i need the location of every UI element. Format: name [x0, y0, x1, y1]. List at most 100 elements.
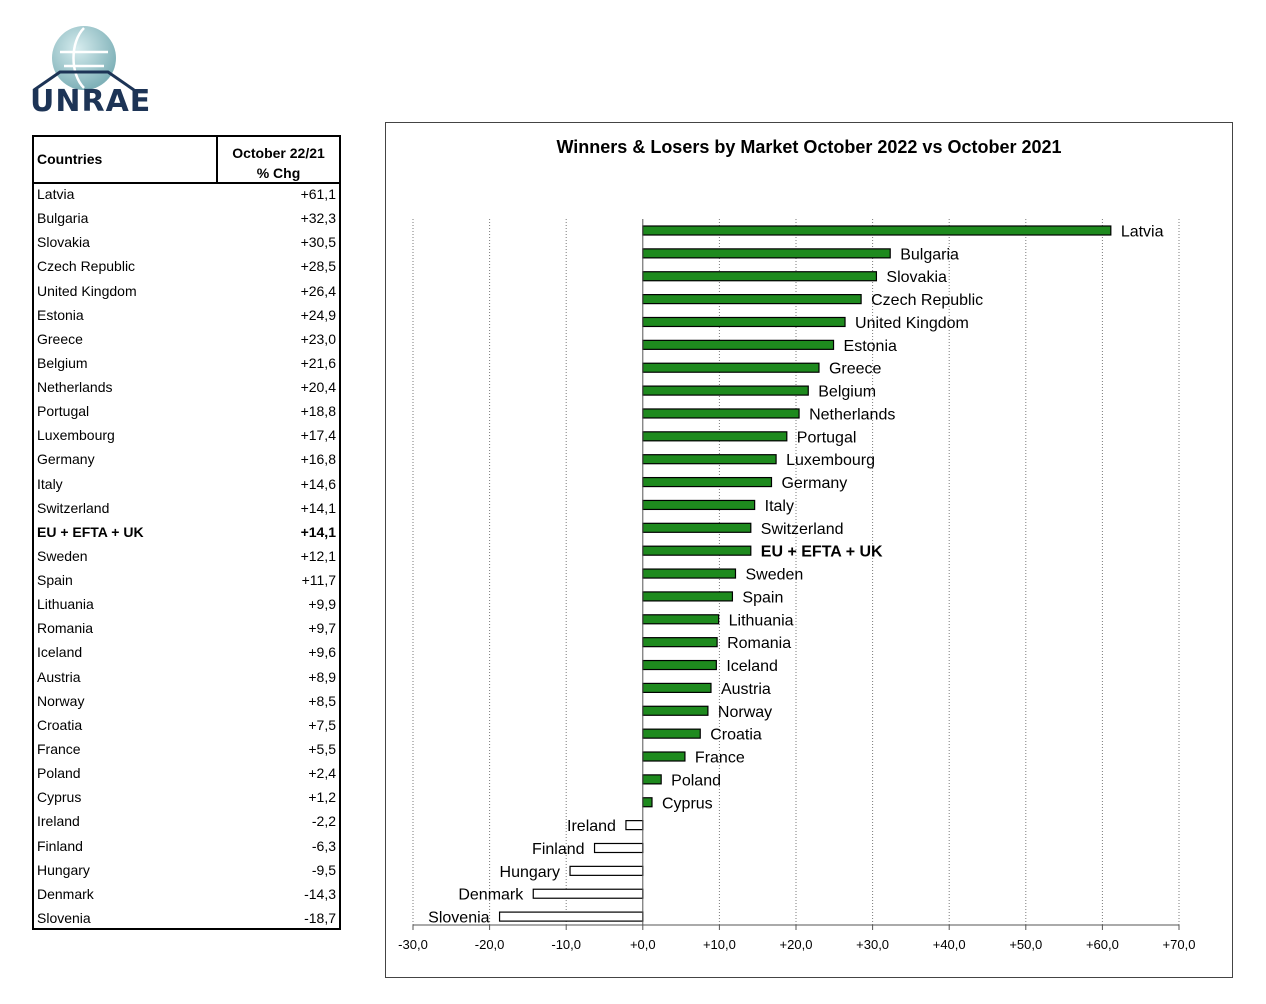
bar-label: United Kingdom: [855, 315, 969, 332]
bar: [642, 408, 800, 419]
bar: [642, 728, 701, 739]
bar-label: EU + EFTA + UK: [761, 544, 883, 561]
bar: [642, 774, 662, 785]
table-cell-change: +9,9: [308, 596, 336, 613]
table-row: Czech Republic +28,5: [34, 254, 339, 278]
table-cell-change: +1,2: [308, 789, 336, 806]
bar-label: Norway: [718, 704, 772, 721]
table-row: Netherlands +20,4: [34, 375, 339, 399]
table-row: Cyprus +1,2: [34, 785, 339, 809]
bar-label: Finland: [532, 841, 584, 858]
x-tick-label: +0,0: [630, 937, 656, 952]
bar: [642, 614, 720, 625]
table-cell-country: Iceland: [37, 644, 83, 661]
table-row: Slovakia +30,5: [34, 230, 339, 254]
x-tick-label: +20,0: [780, 937, 813, 952]
bar: [642, 454, 777, 465]
table-cell-country: Estonia: [37, 306, 84, 323]
bar: [642, 797, 653, 808]
bar-label: Greece: [829, 361, 882, 378]
table-row: Bulgaria +32,3: [34, 206, 339, 230]
bar: [642, 682, 712, 694]
table-cell-change: +12,1: [300, 547, 336, 564]
table-cell-country: EU + EFTA + UK: [37, 523, 144, 540]
bar: [642, 568, 737, 579]
table-cell-country: Latvia: [37, 186, 75, 202]
table-row: Slovenia -18,7: [34, 906, 339, 930]
table-cell-country: Slovenia: [37, 909, 91, 926]
bar-label: Belgium: [818, 384, 876, 401]
table-cell-country: Spain: [37, 572, 73, 589]
table-cell-country: Germany: [37, 451, 95, 468]
bar-label: Ireland: [567, 818, 616, 835]
x-tick-label: +30,0: [856, 937, 889, 952]
x-tick-label: -30,0: [398, 937, 428, 952]
bar-label: Spain: [742, 589, 783, 606]
bar: [625, 820, 644, 831]
bar-label: Lithuania: [729, 612, 794, 629]
table-cell-country: Austria: [37, 668, 81, 685]
table-row: Denmark -14,3: [34, 882, 339, 906]
column-header-change-line2: % Chg: [256, 165, 301, 181]
table-cell-change: +24,9: [300, 306, 336, 323]
x-tick-label: -10,0: [551, 937, 581, 952]
table-cell-change: +7,5: [308, 716, 336, 733]
table-row: Poland +2,4: [34, 761, 339, 785]
table-cell-change: +9,7: [308, 620, 336, 637]
table-cell-change: +5,5: [308, 740, 336, 757]
table-cell-change: +21,6: [300, 354, 336, 371]
table-cell-change: +14,6: [300, 475, 336, 492]
table-cell-country: Netherlands: [37, 379, 113, 396]
bar: [593, 842, 644, 854]
table-cell-change: +11,7: [301, 572, 336, 589]
table-cell-change: -2,2: [311, 813, 336, 830]
table-cell-country: Hungary: [37, 861, 90, 878]
header-divider: [216, 137, 218, 182]
column-header-change: October 22/21 % Chg: [218, 143, 339, 183]
bar-label: Estonia: [844, 338, 897, 355]
table-cell-country: Italy: [37, 475, 63, 492]
table-row: Italy +14,6: [34, 472, 339, 496]
table-row: Austria +8,9: [34, 665, 339, 689]
x-tick-label: +60,0: [1086, 937, 1119, 952]
table-cell-country: Sweden: [37, 547, 88, 564]
x-tick-label: +50,0: [1009, 937, 1042, 952]
table-cell-country: Slovakia: [37, 234, 90, 251]
table-row: United Kingdom +26,4: [34, 279, 339, 303]
table-row: Germany +16,8: [34, 447, 339, 471]
table-row: Ireland -2,2: [34, 809, 339, 833]
bar: [642, 271, 878, 282]
table-cell-change: +14,1: [300, 499, 336, 516]
table-cell-change: +26,4: [300, 282, 336, 299]
table-cell-change: -6,3: [311, 837, 336, 854]
bar-label: Luxembourg: [786, 452, 875, 469]
bar-label: Latvia: [1121, 224, 1164, 241]
bar-label: Hungary: [500, 864, 560, 881]
bar: [642, 637, 718, 648]
bar: [642, 225, 1112, 236]
bar-label: Netherlands: [809, 406, 895, 423]
table-row: EU + EFTA + UK +14,1: [34, 520, 339, 544]
bar: [642, 316, 846, 328]
bar-label: Romania: [727, 635, 791, 652]
table-cell-change: +8,9: [308, 668, 336, 685]
table-cell-country: Cyprus: [37, 789, 82, 806]
table-cell-country: Luxembourg: [37, 427, 115, 444]
bar: [642, 294, 862, 305]
table-cell-country: Belgium: [37, 354, 88, 371]
bar-label: Cyprus: [662, 795, 713, 812]
column-header-change-line1: October 22/21: [232, 145, 325, 161]
table-cell-change: +20,4: [300, 379, 336, 396]
table-cell-change: +17,4: [300, 427, 336, 444]
table-row: Spain +11,7: [34, 568, 339, 592]
table-cell-change: +18,8: [300, 403, 336, 420]
table-cell-change: +16,8: [300, 451, 336, 468]
table-cell-country: Poland: [37, 765, 81, 782]
table-cell-change: +2,4: [308, 765, 336, 782]
table-cell-change: +30,5: [300, 234, 336, 251]
table-cell-country: Croatia: [37, 716, 83, 733]
bar-label: Iceland: [726, 658, 778, 675]
bar: [642, 362, 820, 373]
bar: [642, 476, 773, 488]
table-cell-country: Switzerland: [37, 499, 110, 516]
